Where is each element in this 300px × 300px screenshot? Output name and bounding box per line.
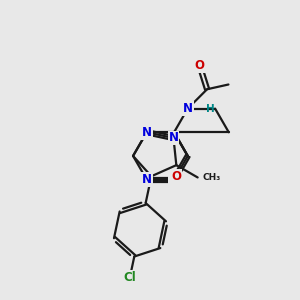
Text: Cl: Cl [123,272,136,284]
Text: N: N [183,102,193,115]
Text: N: N [169,173,179,186]
Text: N: N [169,131,178,144]
Text: N: N [142,126,152,139]
Text: O: O [195,59,205,72]
Text: N: N [142,173,152,186]
Text: O: O [171,169,181,183]
Text: CH₃: CH₃ [202,173,220,182]
Text: H: H [206,103,215,114]
